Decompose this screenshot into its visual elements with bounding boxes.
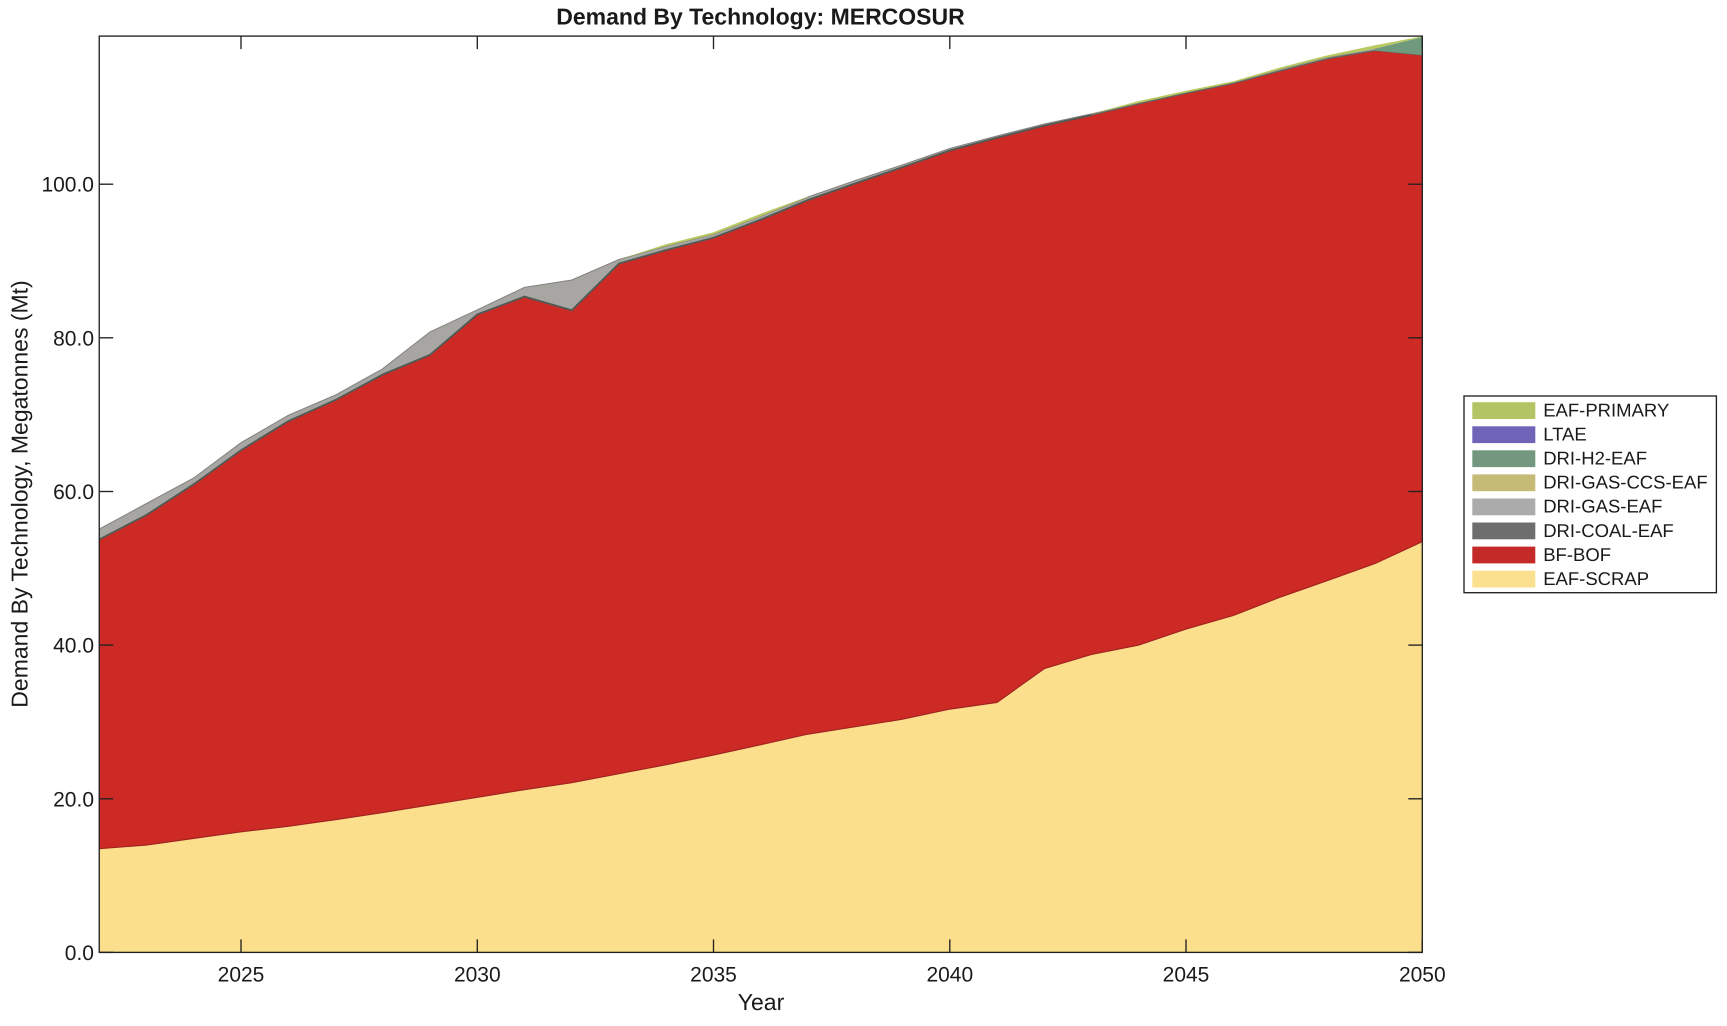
svg-text:EAF-PRIMARY: EAF-PRIMARY <box>1543 399 1669 420</box>
svg-text:EAF-SCRAP: EAF-SCRAP <box>1543 568 1649 589</box>
svg-text:2035: 2035 <box>690 963 737 986</box>
svg-text:LTAE: LTAE <box>1543 424 1587 445</box>
svg-text:100.0: 100.0 <box>41 174 94 197</box>
svg-text:2025: 2025 <box>218 963 265 986</box>
svg-text:2030: 2030 <box>454 963 501 986</box>
svg-text:60.0: 60.0 <box>53 481 94 504</box>
svg-text:2050: 2050 <box>1399 963 1446 986</box>
svg-text:0.0: 0.0 <box>65 942 94 965</box>
svg-text:80.0: 80.0 <box>53 327 94 350</box>
svg-text:2040: 2040 <box>926 963 973 986</box>
svg-text:2045: 2045 <box>1163 963 1210 986</box>
svg-text:Demand By Technology: MERCOSUR: Demand By Technology: MERCOSUR <box>556 4 965 30</box>
svg-text:DRI-H2-EAF: DRI-H2-EAF <box>1543 448 1647 469</box>
svg-text:DRI-COAL-EAF: DRI-COAL-EAF <box>1543 520 1674 541</box>
svg-text:DRI-GAS-CCS-EAF: DRI-GAS-CCS-EAF <box>1543 472 1707 493</box>
svg-text:DRI-GAS-EAF: DRI-GAS-EAF <box>1543 496 1662 517</box>
svg-text:40.0: 40.0 <box>53 635 94 658</box>
svg-text:Demand By Technology, Megatonn: Demand By Technology, Megatonnes (Mt) <box>7 280 33 707</box>
svg-text:20.0: 20.0 <box>53 788 94 811</box>
svg-text:Year: Year <box>738 989 785 1015</box>
svg-text:BF-BOF: BF-BOF <box>1543 544 1611 565</box>
